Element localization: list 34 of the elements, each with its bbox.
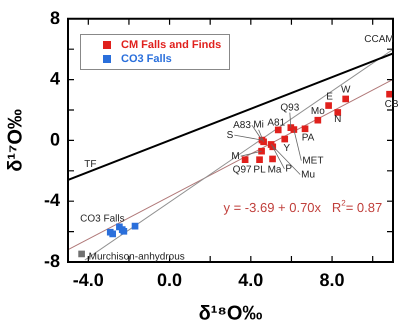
annotation: S — [226, 130, 234, 141]
y-tick-label: 4 — [50, 68, 60, 89]
annotation: A83 — [233, 120, 252, 131]
annotation: Ma — [268, 164, 282, 176]
annotation: Mu — [301, 169, 316, 180]
y-tick-label: 8 — [50, 8, 60, 28]
annotation: Q93 — [280, 102, 300, 114]
x-tick-label: -4.0 — [72, 270, 104, 290]
annotation: PA — [302, 132, 315, 144]
x-tick-label: 8.0 — [320, 270, 345, 290]
x-axis-title: δ¹⁸O‰ — [198, 302, 262, 325]
annotation: N — [334, 114, 342, 126]
annotation: Mo — [310, 106, 326, 117]
annotation: CO3 Falls — [80, 214, 125, 225]
annotation: E — [326, 91, 334, 102]
annotation: Murchison-anhydrous — [88, 252, 185, 263]
annotation: Y — [283, 142, 290, 154]
y-tick-label: -8 — [44, 250, 60, 271]
annotation: TF — [84, 158, 96, 170]
annotation: M — [231, 150, 240, 162]
legend-label: CO3 Falls — [121, 53, 172, 65]
annotation: Mi — [253, 120, 264, 131]
annotation: W — [340, 84, 351, 96]
y-tick-label: -4 — [44, 190, 60, 210]
y-axis-title: δ¹⁷O‰ — [4, 109, 27, 172]
annotation: Q97 — [232, 164, 252, 176]
x-tick-label: 0.0 — [157, 270, 182, 290]
legend-label: CM Falls and Finds — [121, 39, 222, 51]
annotation: PL — [253, 164, 266, 176]
annotation: MET — [302, 155, 324, 166]
x-tick-label: 4.0 — [238, 270, 264, 290]
annotation: P — [285, 164, 292, 175]
y-tick-label: 0 — [50, 129, 60, 150]
annotation: A81 — [267, 118, 286, 129]
